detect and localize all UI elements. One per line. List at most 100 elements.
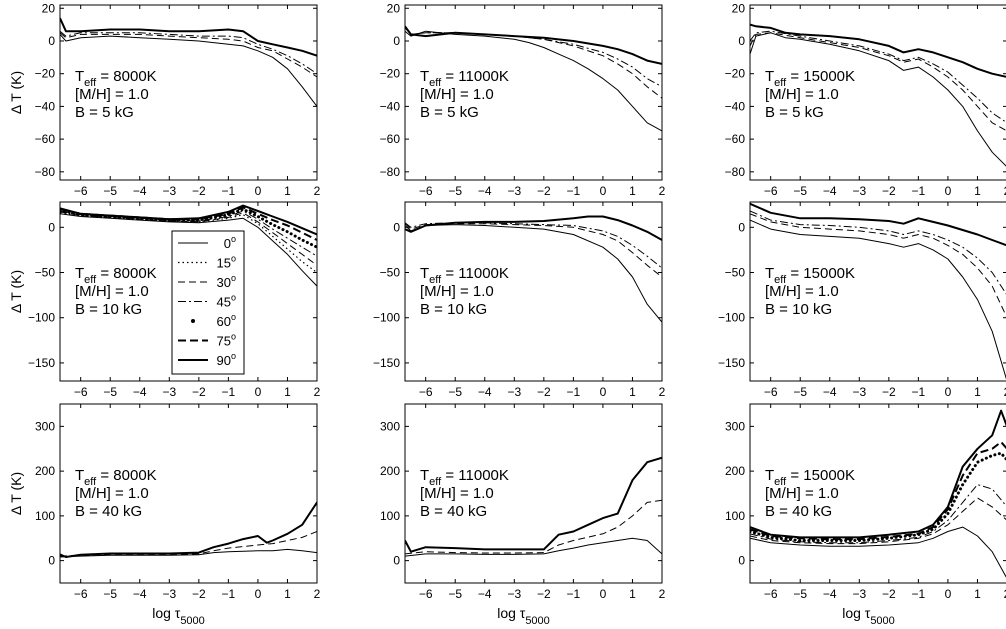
x-tick-label: −2 <box>537 184 551 198</box>
series-line-0deg <box>750 32 1006 167</box>
x-tick-label: 0 <box>945 385 952 399</box>
x-tick-label: −2 <box>537 385 551 399</box>
y-tick-label: −150 <box>28 356 55 370</box>
y-tick-label: −20 <box>35 67 56 81</box>
x-tick-label: −4 <box>478 184 492 198</box>
series-group <box>750 202 1006 380</box>
x-tick-label: 1 <box>629 184 636 198</box>
x-tick-label: −4 <box>133 587 147 601</box>
x-tick-label: 0 <box>255 587 262 601</box>
x-tick-label: −4 <box>478 587 492 601</box>
x-tick-label: −3 <box>162 184 176 198</box>
legend-label: 0o <box>224 234 236 251</box>
y-tick-label: 20 <box>42 1 56 15</box>
series-line-90deg <box>60 17 317 57</box>
y-tick-label: 0 <box>738 34 745 48</box>
x-tick-label: −6 <box>419 385 433 399</box>
x-tick-label: −2 <box>882 385 896 399</box>
series-line-90deg <box>405 215 662 241</box>
x-tick-label: −2 <box>192 385 206 399</box>
x-tick-label: −4 <box>133 184 147 198</box>
teff-label: Teff = 11000K <box>420 265 509 286</box>
field-label: B = 10 kG <box>765 301 832 318</box>
x-tick-label: −3 <box>852 587 866 601</box>
series-line-30deg <box>405 499 662 555</box>
x-tick-label: 2 <box>314 184 321 198</box>
series-group <box>405 25 662 132</box>
x-tick-label: 0 <box>600 587 607 601</box>
x-tick-label: −3 <box>507 184 521 198</box>
panel-2: −6 −5 −4 −3 −2 −1 0 1 2 20 0 −20 −40 −60 −80 Teff = 110… <box>380 1 666 198</box>
y-tick-label: 0 <box>393 554 400 568</box>
series-group <box>60 17 317 107</box>
y-tick-label: 100 <box>725 509 745 523</box>
teff-label: Teff = 15000K <box>765 68 855 89</box>
x-tick-label: 2 <box>1004 385 1006 399</box>
x-tick-label: −3 <box>162 385 176 399</box>
x-tick-label: −1 <box>567 184 581 198</box>
teff-label: Teff = 8000K <box>75 265 157 286</box>
series-line-30deg <box>750 213 1006 317</box>
y-axis-label: Δ T (K) <box>8 472 24 515</box>
x-tick-label: 2 <box>314 587 321 601</box>
x-tick-label: 2 <box>1004 587 1006 601</box>
x-tick-label: 0 <box>945 184 952 198</box>
panel-7: −6 −5 −4 −3 −2 −1 0 1 2 300 200 100 0 Teff = 8000K[M/… <box>35 403 321 601</box>
y-tick-label: 100 <box>380 509 400 523</box>
y-tick-label: 0 <box>48 34 55 48</box>
x-tick-label: −5 <box>103 184 117 198</box>
legend-frame <box>171 230 245 375</box>
series-line-0deg <box>750 526 1006 578</box>
series-line-0deg <box>60 213 317 287</box>
x-tick-label: −5 <box>793 184 807 198</box>
y-tick-label: 200 <box>380 464 400 478</box>
x-tick-label: −5 <box>448 385 462 399</box>
x-tick-label: −6 <box>74 587 88 601</box>
panel-3: −6 −5 −4 −3 −2 −1 0 1 2 20 0 −20 −40 −60 −80 Teff = 150… <box>725 1 1006 198</box>
x-tick-label: −1 <box>912 184 926 198</box>
x-tick-label: −4 <box>823 587 837 601</box>
series-line-45deg <box>750 210 1006 295</box>
panel-8: −6 −5 −4 −3 −2 −1 0 1 2 300 200 100 0 Teff = 11000K[M… <box>380 403 666 601</box>
metallicity-label: [M/H] = 1.0 <box>75 283 149 300</box>
x-tick-label: −3 <box>162 587 176 601</box>
x-axis-label: log τ5000 <box>497 605 550 627</box>
y-tick-label: −100 <box>28 311 55 325</box>
series-line-0deg <box>750 219 1006 380</box>
series-group <box>750 409 1006 578</box>
x-tick-label: 1 <box>284 385 291 399</box>
panel-frame <box>404 403 663 584</box>
x-tick-label: 2 <box>659 385 666 399</box>
series-line-90deg <box>750 23 1006 78</box>
x-tick-label: −1 <box>222 385 236 399</box>
x-tick-label: 1 <box>974 587 981 601</box>
x-tick-label: −4 <box>823 184 837 198</box>
x-tick-label: −3 <box>852 385 866 399</box>
series-group <box>60 501 317 558</box>
x-tick-label: −1 <box>222 184 236 198</box>
y-tick-label: −80 <box>35 165 56 179</box>
x-tick-label: −4 <box>478 385 492 399</box>
y-tick-label: 0 <box>48 220 55 234</box>
series-line-90deg <box>750 409 1006 539</box>
panel-frame <box>749 403 1006 584</box>
y-tick-label: −60 <box>35 132 56 146</box>
legend-label: 60o <box>217 312 236 329</box>
x-tick-label: −2 <box>192 184 206 198</box>
x-tick-label: −6 <box>764 385 778 399</box>
metallicity-label: [M/H] = 1.0 <box>765 485 839 502</box>
teff-label: Teff = 11000K <box>420 68 509 89</box>
series-line-45deg <box>405 26 662 88</box>
y-tick-label: −40 <box>35 99 56 113</box>
legend-label: 15o <box>217 254 236 271</box>
legend-label: 45o <box>217 293 236 310</box>
teff-label: Teff = 8000K <box>75 68 157 89</box>
y-tick-label: −60 <box>380 132 401 146</box>
teff-label: Teff = 11000K <box>420 467 509 488</box>
x-tick-label: 2 <box>1004 184 1006 198</box>
panel-frame <box>749 201 1006 382</box>
series-line-30deg <box>60 32 317 78</box>
x-tick-label: 0 <box>600 184 607 198</box>
y-tick-label: 300 <box>725 419 745 433</box>
